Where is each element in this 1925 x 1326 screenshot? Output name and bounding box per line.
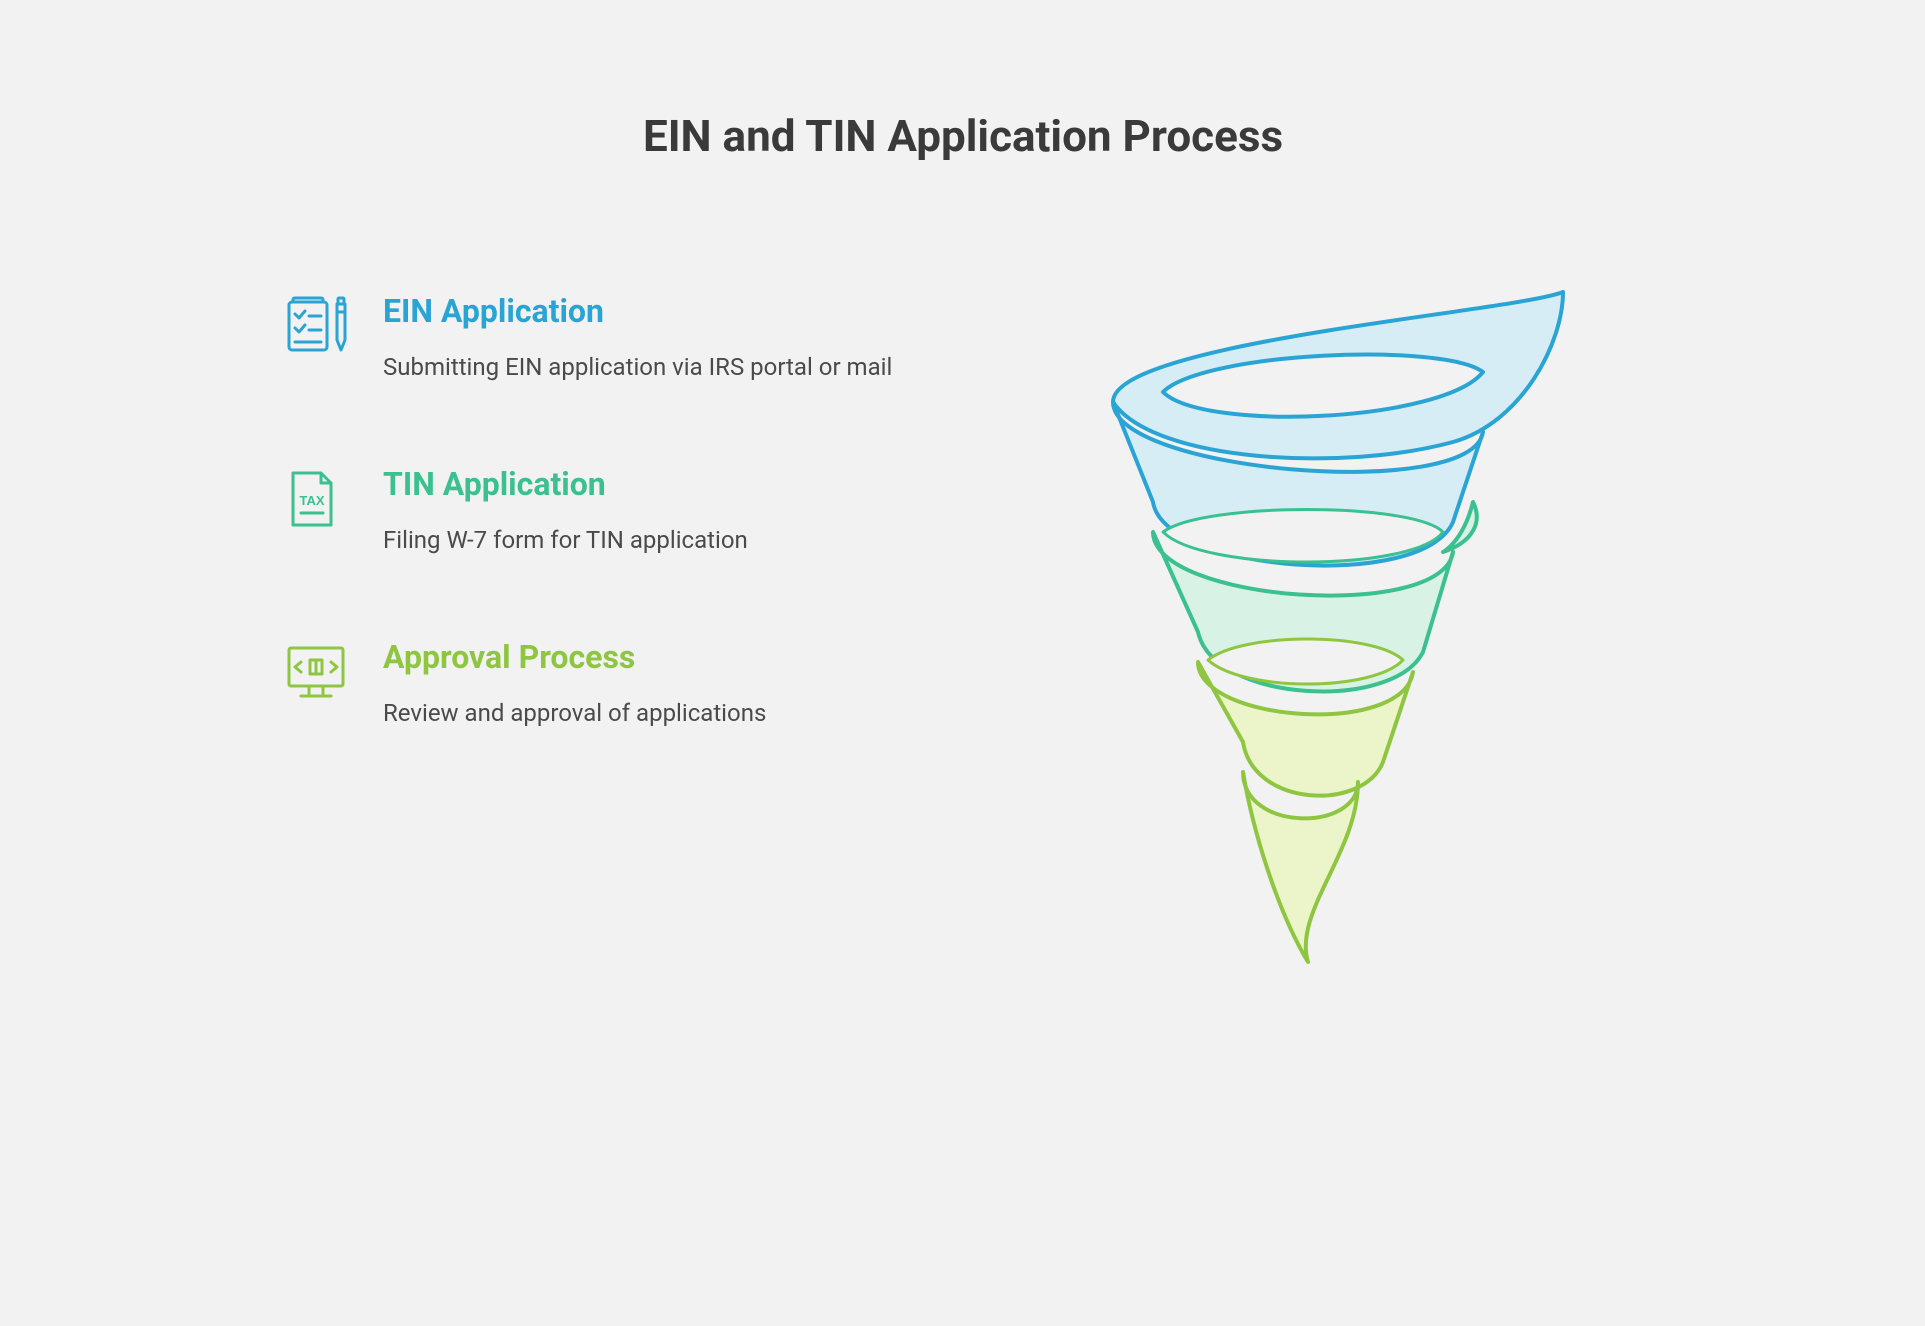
item-approval: Approval Process Review and approval of …: [283, 638, 983, 731]
item-ein: EIN Application Submitting EIN applicati…: [283, 292, 983, 385]
item-tin: TAX TIN Application Filing W-7 form for …: [283, 465, 983, 558]
item-ein-desc: Submitting EIN application via IRS porta…: [383, 350, 903, 385]
infographic-container: EIN and TIN Application Process: [193, 0, 1733, 1100]
item-tin-text: TIN Application Filing W-7 form for TIN …: [363, 465, 983, 558]
item-tin-title: TIN Application: [383, 465, 983, 503]
item-approval-title: Approval Process: [383, 638, 983, 676]
spiral-funnel-icon: [1043, 272, 1583, 992]
item-ein-title: EIN Application: [383, 292, 983, 330]
monitor-code-icon: [283, 638, 363, 706]
item-tin-desc: Filing W-7 form for TIN application: [383, 523, 903, 558]
item-ein-text: EIN Application Submitting EIN applicati…: [363, 292, 983, 385]
item-approval-desc: Review and approval of applications: [383, 696, 903, 731]
item-approval-text: Approval Process Review and approval of …: [363, 638, 983, 731]
checklist-pen-icon: [283, 292, 363, 360]
page-title: EIN and TIN Application Process: [283, 110, 1643, 162]
items-column: EIN Application Submitting EIN applicati…: [283, 262, 983, 810]
svg-text:TAX: TAX: [299, 493, 324, 508]
content-row: EIN Application Submitting EIN applicati…: [283, 262, 1643, 992]
tax-document-icon: TAX: [283, 465, 363, 533]
funnel-column: [983, 262, 1643, 992]
